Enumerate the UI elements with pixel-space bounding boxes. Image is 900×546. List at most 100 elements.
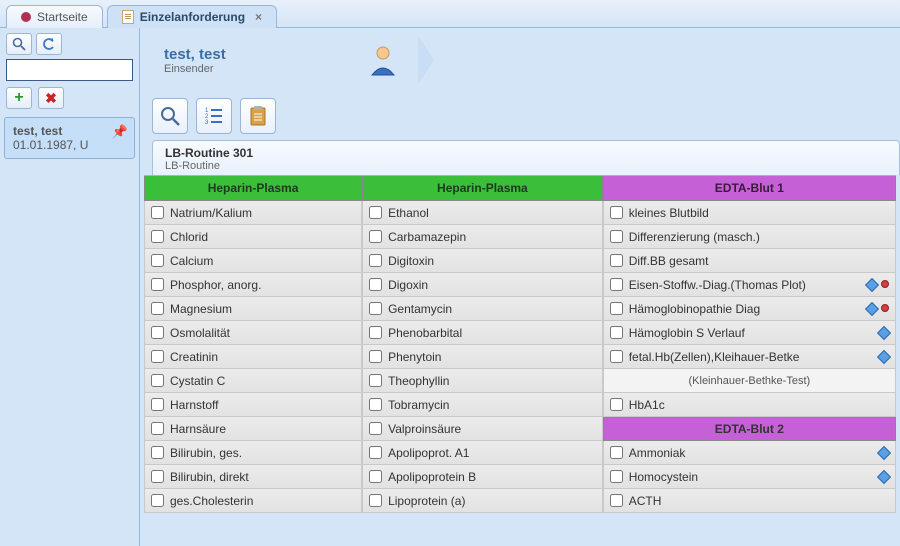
analyte-row[interactable]: Apolipoprotein B: [362, 465, 603, 489]
analyte-row[interactable]: Natrium/Kalium: [144, 201, 362, 225]
avatar-icon: [366, 43, 400, 77]
analyte-row[interactable]: Magnesium: [144, 297, 362, 321]
analyte-checkbox[interactable]: [369, 446, 382, 459]
analyte-checkbox[interactable]: [610, 350, 623, 363]
analyte-row[interactable]: Osmolalität: [144, 321, 362, 345]
info-diamond-icon[interactable]: [865, 301, 879, 315]
analyte-checkbox[interactable]: [151, 374, 164, 387]
analyte-row[interactable]: Digoxin: [362, 273, 603, 297]
pin-icon: 📌: [112, 124, 128, 140]
close-icon[interactable]: ×: [255, 10, 262, 24]
analyte-row[interactable]: Theophyllin: [362, 369, 603, 393]
patient-card[interactable]: 📌 test, test 01.01.1987, U: [4, 117, 135, 159]
analyte-row[interactable]: kleines Blutbild: [603, 201, 896, 225]
analyte-row[interactable]: Eisen-Stoffw.-Diag.(Thomas Plot): [603, 273, 896, 297]
analyte-row[interactable]: Phosphor, anorg.: [144, 273, 362, 297]
analyte-row[interactable]: Differenzierung (masch.): [603, 225, 896, 249]
analyte-checkbox[interactable]: [151, 302, 164, 315]
info-diamond-icon[interactable]: [877, 349, 891, 363]
undo-button[interactable]: [36, 33, 62, 55]
analyte-checkbox[interactable]: [151, 446, 164, 459]
analyte-checkbox[interactable]: [610, 254, 623, 267]
analyte-checkbox[interactable]: [610, 494, 623, 507]
analyte-row[interactable]: Lipoprotein (a): [362, 489, 603, 513]
analyte-row[interactable]: fetal.Hb(Zellen),Kleihauer-Betke: [603, 345, 896, 369]
analyte-row[interactable]: ges.Cholesterin: [144, 489, 362, 513]
analyte-checkbox[interactable]: [369, 470, 382, 483]
view-clipboard-button[interactable]: [240, 98, 276, 134]
analyte-checkbox[interactable]: [610, 206, 623, 219]
analyte-row[interactable]: Ammoniak: [603, 441, 896, 465]
tab-startseite[interactable]: Startseite: [6, 5, 103, 28]
analyte-label: kleines Blutbild: [629, 206, 709, 220]
search-icon: [159, 105, 181, 127]
analyte-checkbox[interactable]: [369, 278, 382, 291]
analyte-checkbox[interactable]: [369, 230, 382, 243]
analyte-row[interactable]: Creatinin: [144, 345, 362, 369]
analyte-checkbox[interactable]: [369, 326, 382, 339]
search-button[interactable]: [6, 33, 32, 55]
analyte-row[interactable]: Chlorid: [144, 225, 362, 249]
analyte-checkbox[interactable]: [610, 302, 623, 315]
alert-dot-icon[interactable]: [881, 304, 889, 312]
indicator-group: [879, 472, 889, 482]
analyte-row[interactable]: Bilirubin, direkt: [144, 465, 362, 489]
analyte-checkbox[interactable]: [151, 398, 164, 411]
analyte-row[interactable]: Harnsäure: [144, 417, 362, 441]
info-diamond-icon[interactable]: [877, 445, 891, 459]
analyte-checkbox[interactable]: [151, 230, 164, 243]
view-list-button[interactable]: 1 2 3: [196, 98, 232, 134]
section-tab[interactable]: LB-Routine 301 LB-Routine: [152, 140, 900, 175]
analyte-checkbox[interactable]: [610, 278, 623, 291]
analyte-row[interactable]: Valproinsäure: [362, 417, 603, 441]
analyte-checkbox[interactable]: [610, 470, 623, 483]
analyte-row[interactable]: Carbamazepin: [362, 225, 603, 249]
info-diamond-icon[interactable]: [877, 469, 891, 483]
analyte-row[interactable]: Harnstoff: [144, 393, 362, 417]
analyte-checkbox[interactable]: [151, 350, 164, 363]
analyte-checkbox[interactable]: [151, 254, 164, 267]
analyte-row[interactable]: Hämoglobin S Verlauf: [603, 321, 896, 345]
analyte-checkbox[interactable]: [151, 278, 164, 291]
analyte-checkbox[interactable]: [610, 446, 623, 459]
analyte-checkbox[interactable]: [369, 422, 382, 435]
analyte-checkbox[interactable]: [610, 326, 623, 339]
analyte-checkbox[interactable]: [369, 494, 382, 507]
analyte-row[interactable]: Cystatin C: [144, 369, 362, 393]
alert-dot-icon[interactable]: [881, 280, 889, 288]
remove-button[interactable]: ✖: [38, 87, 64, 109]
analyte-checkbox[interactable]: [610, 398, 623, 411]
analyte-row[interactable]: Ethanol: [362, 201, 603, 225]
analyte-checkbox[interactable]: [369, 206, 382, 219]
analyte-checkbox[interactable]: [369, 254, 382, 267]
analyte-row[interactable]: Digitoxin: [362, 249, 603, 273]
analyte-row[interactable]: HbA1c: [603, 393, 896, 417]
analyte-checkbox[interactable]: [151, 422, 164, 435]
analyte-row[interactable]: Homocystein: [603, 465, 896, 489]
analyte-checkbox[interactable]: [151, 206, 164, 219]
analyte-row[interactable]: Apolipoprot. A1: [362, 441, 603, 465]
analyte-checkbox[interactable]: [369, 398, 382, 411]
view-search-button[interactable]: [152, 98, 188, 134]
analyte-row[interactable]: ACTH: [603, 489, 896, 513]
analyte-checkbox[interactable]: [151, 470, 164, 483]
analyte-checkbox[interactable]: [369, 302, 382, 315]
info-diamond-icon[interactable]: [877, 325, 891, 339]
analyte-row[interactable]: Gentamycin: [362, 297, 603, 321]
analyte-checkbox[interactable]: [369, 374, 382, 387]
analyte-row[interactable]: Phenobarbital: [362, 321, 603, 345]
analyte-checkbox[interactable]: [151, 326, 164, 339]
search-input[interactable]: [6, 59, 133, 81]
analyte-row[interactable]: Tobramycin: [362, 393, 603, 417]
analyte-row[interactable]: Bilirubin, ges.: [144, 441, 362, 465]
analyte-checkbox[interactable]: [610, 230, 623, 243]
tab-einzelanforderung[interactable]: Einzelanforderung ×: [107, 5, 277, 28]
analyte-row[interactable]: Hämoglobinopathie Diag: [603, 297, 896, 321]
analyte-checkbox[interactable]: [369, 350, 382, 363]
analyte-row[interactable]: Phenytoin: [362, 345, 603, 369]
analyte-checkbox[interactable]: [151, 494, 164, 507]
analyte-row[interactable]: Diff.BB gesamt: [603, 249, 896, 273]
add-button[interactable]: +: [6, 87, 32, 109]
info-diamond-icon[interactable]: [865, 277, 879, 291]
analyte-row[interactable]: Calcium: [144, 249, 362, 273]
